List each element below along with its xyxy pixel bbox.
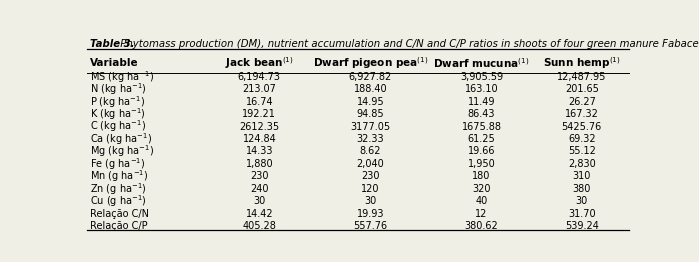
Text: 55.12: 55.12 bbox=[568, 146, 596, 156]
Text: 1,880: 1,880 bbox=[245, 159, 273, 169]
Text: 240: 240 bbox=[250, 184, 268, 194]
Text: P (kg ha$^{-1}$): P (kg ha$^{-1}$) bbox=[90, 94, 145, 110]
Text: 180: 180 bbox=[473, 171, 491, 181]
Text: 1675.88: 1675.88 bbox=[461, 122, 501, 132]
Text: 5425.76: 5425.76 bbox=[561, 122, 602, 132]
Text: 539.24: 539.24 bbox=[565, 221, 598, 231]
Text: 30: 30 bbox=[253, 196, 266, 206]
Text: 30: 30 bbox=[575, 196, 588, 206]
Text: 3177.05: 3177.05 bbox=[350, 122, 391, 132]
Text: 12,487.95: 12,487.95 bbox=[557, 72, 607, 82]
Text: 8.62: 8.62 bbox=[360, 146, 381, 156]
Text: Table 3.: Table 3. bbox=[90, 39, 135, 48]
Text: Fe (g ha$^{-1}$): Fe (g ha$^{-1}$) bbox=[90, 156, 145, 172]
Text: 380: 380 bbox=[572, 184, 591, 194]
Text: 120: 120 bbox=[361, 184, 380, 194]
Text: 3,905.59: 3,905.59 bbox=[460, 72, 503, 82]
Text: Mn (g ha$^{-1}$): Mn (g ha$^{-1}$) bbox=[90, 168, 148, 184]
Text: Dwarf pigeon pea$^{(1)}$: Dwarf pigeon pea$^{(1)}$ bbox=[313, 55, 428, 71]
Text: 26.27: 26.27 bbox=[568, 97, 596, 107]
Text: Dwarf mucuna$^{(1)}$: Dwarf mucuna$^{(1)}$ bbox=[433, 56, 530, 70]
Text: Sunn hemp$^{(1)}$: Sunn hemp$^{(1)}$ bbox=[543, 55, 621, 71]
Text: Cu (g ha$^{-1}$): Cu (g ha$^{-1}$) bbox=[90, 193, 147, 209]
Text: 405.28: 405.28 bbox=[243, 221, 276, 231]
Text: 124.84: 124.84 bbox=[243, 134, 276, 144]
Text: 213.07: 213.07 bbox=[243, 84, 276, 94]
Text: N (kg ha$^{-1}$): N (kg ha$^{-1}$) bbox=[90, 81, 147, 97]
Text: 69.32: 69.32 bbox=[568, 134, 596, 144]
Text: 201.65: 201.65 bbox=[565, 84, 598, 94]
Text: 16.74: 16.74 bbox=[245, 97, 273, 107]
Text: 30: 30 bbox=[364, 196, 377, 206]
Text: 19.66: 19.66 bbox=[468, 146, 495, 156]
Text: MS (kg ha$^{-1}$): MS (kg ha$^{-1}$) bbox=[90, 69, 154, 85]
Text: 230: 230 bbox=[250, 171, 268, 181]
Text: Jack bean$^{(1)}$: Jack bean$^{(1)}$ bbox=[225, 55, 294, 71]
Text: 380.62: 380.62 bbox=[465, 221, 498, 231]
Text: 14.33: 14.33 bbox=[245, 146, 273, 156]
Text: 40: 40 bbox=[475, 196, 488, 206]
Text: Variable: Variable bbox=[90, 58, 138, 68]
Text: 12: 12 bbox=[475, 209, 488, 219]
Text: 2612.35: 2612.35 bbox=[239, 122, 280, 132]
Text: Phytomass production (DM), nutrient accumulation and C/N and C/P ratios in shoot: Phytomass production (DM), nutrient accu… bbox=[117, 39, 699, 48]
Text: Mg (kg ha$^{-1}$): Mg (kg ha$^{-1}$) bbox=[90, 144, 154, 159]
Text: 310: 310 bbox=[572, 171, 591, 181]
Text: 14.95: 14.95 bbox=[356, 97, 384, 107]
Text: 163.10: 163.10 bbox=[465, 84, 498, 94]
Text: 11.49: 11.49 bbox=[468, 97, 495, 107]
Text: Ca (kg ha$^{-1}$): Ca (kg ha$^{-1}$) bbox=[90, 131, 152, 147]
Text: Zn (g ha$^{-1}$): Zn (g ha$^{-1}$) bbox=[90, 181, 147, 197]
Text: C (kg ha$^{-1}$): C (kg ha$^{-1}$) bbox=[90, 119, 146, 134]
Text: 192.21: 192.21 bbox=[243, 109, 276, 119]
Text: 86.43: 86.43 bbox=[468, 109, 495, 119]
Text: 320: 320 bbox=[473, 184, 491, 194]
Text: 230: 230 bbox=[361, 171, 380, 181]
Text: 167.32: 167.32 bbox=[565, 109, 598, 119]
Text: 6,927.82: 6,927.82 bbox=[349, 72, 392, 82]
Text: Relação C/N: Relação C/N bbox=[90, 209, 149, 219]
Text: 1,950: 1,950 bbox=[468, 159, 496, 169]
Text: Relação C/P: Relação C/P bbox=[90, 221, 147, 231]
Text: 557.76: 557.76 bbox=[354, 221, 387, 231]
Text: 6,194.73: 6,194.73 bbox=[238, 72, 281, 82]
Text: K (kg ha$^{-1}$): K (kg ha$^{-1}$) bbox=[90, 106, 146, 122]
Text: 19.93: 19.93 bbox=[356, 209, 384, 219]
Text: 94.85: 94.85 bbox=[356, 109, 384, 119]
Text: 2,040: 2,040 bbox=[356, 159, 384, 169]
Text: 14.42: 14.42 bbox=[245, 209, 273, 219]
Text: 188.40: 188.40 bbox=[354, 84, 387, 94]
Text: 31.70: 31.70 bbox=[568, 209, 596, 219]
Text: 61.25: 61.25 bbox=[468, 134, 496, 144]
Text: 2,830: 2,830 bbox=[568, 159, 596, 169]
Text: 32.33: 32.33 bbox=[356, 134, 384, 144]
